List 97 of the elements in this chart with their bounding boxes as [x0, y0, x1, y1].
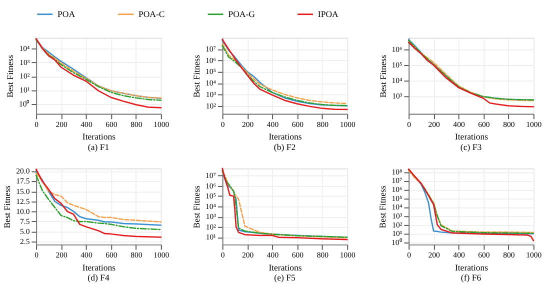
y-tick-label: 10⁶: [205, 56, 216, 65]
y-tick-label: 10⁴: [205, 202, 216, 211]
y-tick-label: 7.5: [20, 216, 30, 226]
x-tick-label: 400: [453, 250, 465, 260]
y-tick-label: 2.5: [20, 237, 30, 246]
x-tick-label: 600: [292, 250, 304, 260]
text: (e) F5: [274, 272, 296, 283]
x-axis-title: Iterations: [454, 262, 489, 272]
y-tick-label: 10⁵: [205, 67, 216, 76]
y-tick-label: 12.5: [16, 196, 30, 206]
y-tick-label: 10⁷: [205, 44, 216, 54]
y-axis-title: Best Fitness: [192, 185, 202, 228]
legend-label: IPOA: [318, 9, 340, 20]
x-tick-label: 400: [266, 120, 279, 129]
x-tick-label: 800: [130, 120, 142, 129]
text: (f) F6: [460, 272, 482, 283]
y-tick-label: 10.0: [16, 206, 30, 216]
y-tick-label: 10⁶: [392, 184, 403, 194]
x-tick-label: 400: [453, 120, 465, 129]
x-tick-label: 400: [80, 250, 92, 260]
y-tick-label: 10⁴: [19, 44, 30, 53]
y-tick-label: 10²: [206, 101, 217, 110]
x-tick-label: 200: [428, 120, 440, 129]
x-tick-label: 800: [503, 250, 515, 260]
y-tick-label: 10⁵: [392, 60, 403, 70]
x-tick-label: 600: [478, 120, 490, 129]
y-tick-label: 10²: [206, 222, 217, 232]
y-axis-title: Best Fitness: [2, 185, 12, 228]
x-tick-label: 800: [316, 250, 329, 260]
x-tick-label: 600: [106, 250, 118, 260]
x-axis-title: Iterations: [268, 262, 302, 272]
legend-label: POA-C: [138, 9, 165, 20]
x-axis-title: Iterations: [82, 132, 116, 142]
y-axis-title: Best Fitness: [5, 54, 16, 98]
x-tick-label: 800: [503, 120, 515, 129]
x-tick-label: 800: [316, 120, 329, 129]
x-tick-label: 200: [56, 250, 68, 260]
legend-label: POA: [58, 9, 76, 20]
x-tick-label: 0: [407, 250, 412, 260]
y-tick-label: 10¹: [392, 229, 403, 238]
text: (d) F4: [88, 272, 110, 283]
y-tick-label: 5.0: [20, 227, 30, 236]
y-tick-label: 10⁵: [392, 194, 403, 203]
x-tick-label: 0: [220, 120, 225, 129]
y-axis-title: Best Fitness: [192, 54, 202, 98]
y-tick-label: 10¹: [20, 86, 30, 95]
y-tick-label: 10⁰: [18, 100, 30, 109]
x-tick-label: 1000: [154, 120, 170, 129]
x-tick-label: 600: [478, 250, 490, 260]
y-tick-label: 10⁰: [391, 238, 402, 247]
y-tick-label: 20.0: [16, 166, 30, 176]
x-tick-label: 0: [34, 250, 39, 260]
x-tick-label: 200: [242, 250, 254, 260]
x-tick-label: 0: [220, 250, 225, 260]
y-tick-label: 10⁶: [392, 45, 403, 54]
y-axis-title: Best Fitness: [378, 54, 388, 98]
x-tick-label: 800: [130, 250, 142, 260]
x-tick-label: 200: [428, 250, 440, 260]
y-tick-label: 10⁷: [205, 171, 216, 180]
x-tick-label: 400: [266, 250, 279, 260]
y-tick-label: 10³: [392, 211, 403, 220]
y-tick-label: 17.5: [16, 176, 30, 186]
y-tick-label: 10⁴: [392, 76, 403, 85]
y-tick-label: 10³: [206, 212, 217, 222]
text: (c) F3: [460, 142, 482, 152]
y-tick-label: 10³: [20, 58, 30, 67]
x-tick-label: 400: [80, 120, 92, 129]
x-tick-label: 0: [407, 120, 412, 129]
x-tick-label: 1000: [526, 250, 542, 260]
y-tick-label: 10²: [20, 72, 30, 81]
x-tick-label: 600: [106, 120, 118, 129]
x-tick-label: 1000: [154, 250, 170, 260]
x-tick-label: 0: [34, 120, 39, 129]
x-axis-title: Iterations: [82, 262, 116, 272]
x-tick-label: 1000: [340, 120, 356, 129]
text: (b) F2: [274, 142, 296, 152]
text: (a) F1: [88, 142, 110, 152]
y-tick-label: 10²: [392, 220, 403, 230]
y-tick-label: 10⁸: [392, 167, 403, 176]
x-axis-title: Iterations: [454, 132, 489, 142]
y-tick-label: 10⁴: [205, 78, 216, 88]
x-tick-label: 1000: [340, 250, 356, 260]
legend-label: POA-G: [228, 9, 256, 20]
x-tick-label: 1000: [526, 120, 542, 129]
y-tick-label: 10⁷: [392, 176, 403, 186]
x-tick-label: 600: [292, 120, 304, 129]
x-tick-label: 200: [56, 120, 68, 129]
y-axis-title: Best Fitness: [378, 185, 388, 228]
y-tick-label: 10⁵: [205, 192, 216, 201]
y-tick-label: 15.0: [16, 186, 30, 196]
x-axis-title: Iterations: [268, 132, 302, 142]
y-tick-label: 10³: [392, 91, 403, 100]
y-tick-label: 10¹: [206, 232, 217, 242]
y-tick-label: 10⁴: [392, 202, 403, 212]
x-tick-label: 200: [242, 120, 254, 129]
y-tick-label: 10³: [206, 90, 217, 99]
y-tick-label: 10⁶: [205, 181, 216, 190]
